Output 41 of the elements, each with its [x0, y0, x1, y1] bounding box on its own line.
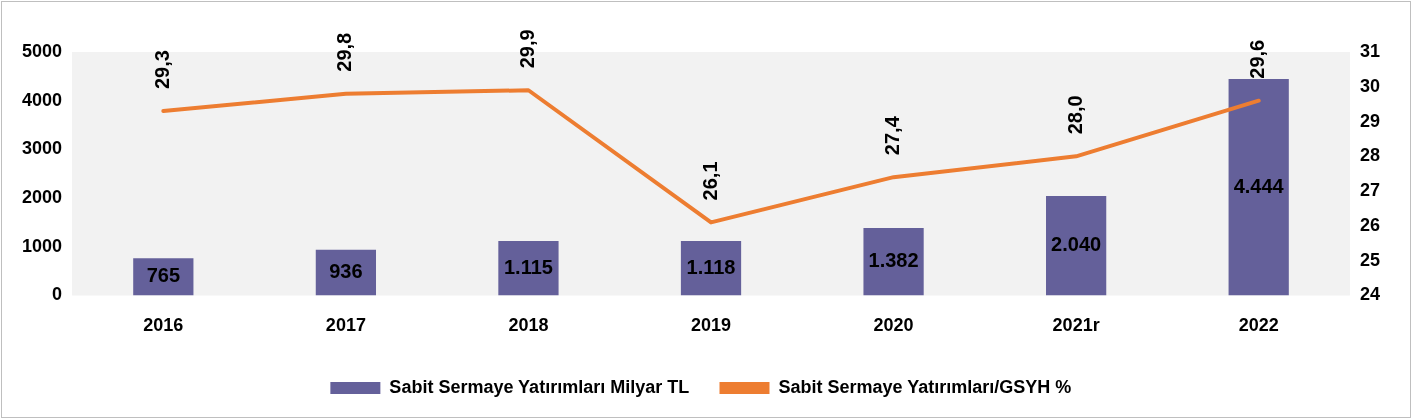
- data-label: 29,9: [515, 29, 538, 69]
- y2-tick-label: 30: [1359, 75, 1381, 96]
- y2-tick-label: 31: [1359, 40, 1381, 61]
- data-label: 2.040: [1051, 233, 1102, 256]
- x-tick-label: 2016: [143, 315, 184, 336]
- bar: [498, 241, 559, 296]
- legend-label: Sabit Sermaye Yatırımları Milyar TL: [389, 376, 690, 397]
- data-label: 29,3: [150, 50, 173, 90]
- data-label: 936: [329, 260, 363, 283]
- x-tick-label: 2018: [508, 315, 549, 336]
- data-label: 4.444: [1233, 174, 1285, 197]
- y2-tick-label: 25: [1359, 249, 1381, 270]
- data-label: 765: [146, 264, 181, 287]
- y-tick-label: 4000: [22, 89, 63, 110]
- bar: [1228, 79, 1289, 296]
- y2-tick-label: 28: [1359, 145, 1381, 166]
- y-tick-label: 0: [52, 284, 63, 305]
- y-tick-label: 5000: [22, 40, 63, 61]
- bar: [863, 228, 924, 296]
- data-label: 1.115: [503, 255, 553, 278]
- y-tick-label: 1000: [22, 235, 63, 256]
- data-label: 29,6: [1246, 39, 1269, 79]
- y2-tick-label: 27: [1359, 180, 1381, 201]
- data-label: 26,1: [698, 161, 721, 201]
- x-tick-label: 2022: [1238, 315, 1279, 336]
- data-label: 1.382: [868, 249, 919, 272]
- x-tick-label: 2020: [873, 315, 914, 336]
- data-label: 1.118: [686, 255, 736, 278]
- x-tick-label: 2017: [325, 315, 366, 336]
- legend-label: Sabit Sermaye Yatırımları/GSYH %: [778, 376, 1072, 397]
- x-tick-label: 2019: [690, 315, 732, 336]
- data-label: 28,0: [1063, 95, 1086, 135]
- data-label: 27,4: [881, 115, 904, 156]
- data-label: 29,8: [333, 32, 356, 72]
- y-tick-label: 3000: [22, 138, 63, 159]
- bar: [1046, 196, 1107, 296]
- y2-tick-label: 24: [1359, 284, 1381, 305]
- y2-tick-label: 29: [1359, 110, 1381, 131]
- y-tick-label: 2000: [22, 187, 63, 208]
- y2-tick-label: 26: [1359, 214, 1381, 235]
- x-tick-label: 2021r: [1052, 315, 1100, 336]
